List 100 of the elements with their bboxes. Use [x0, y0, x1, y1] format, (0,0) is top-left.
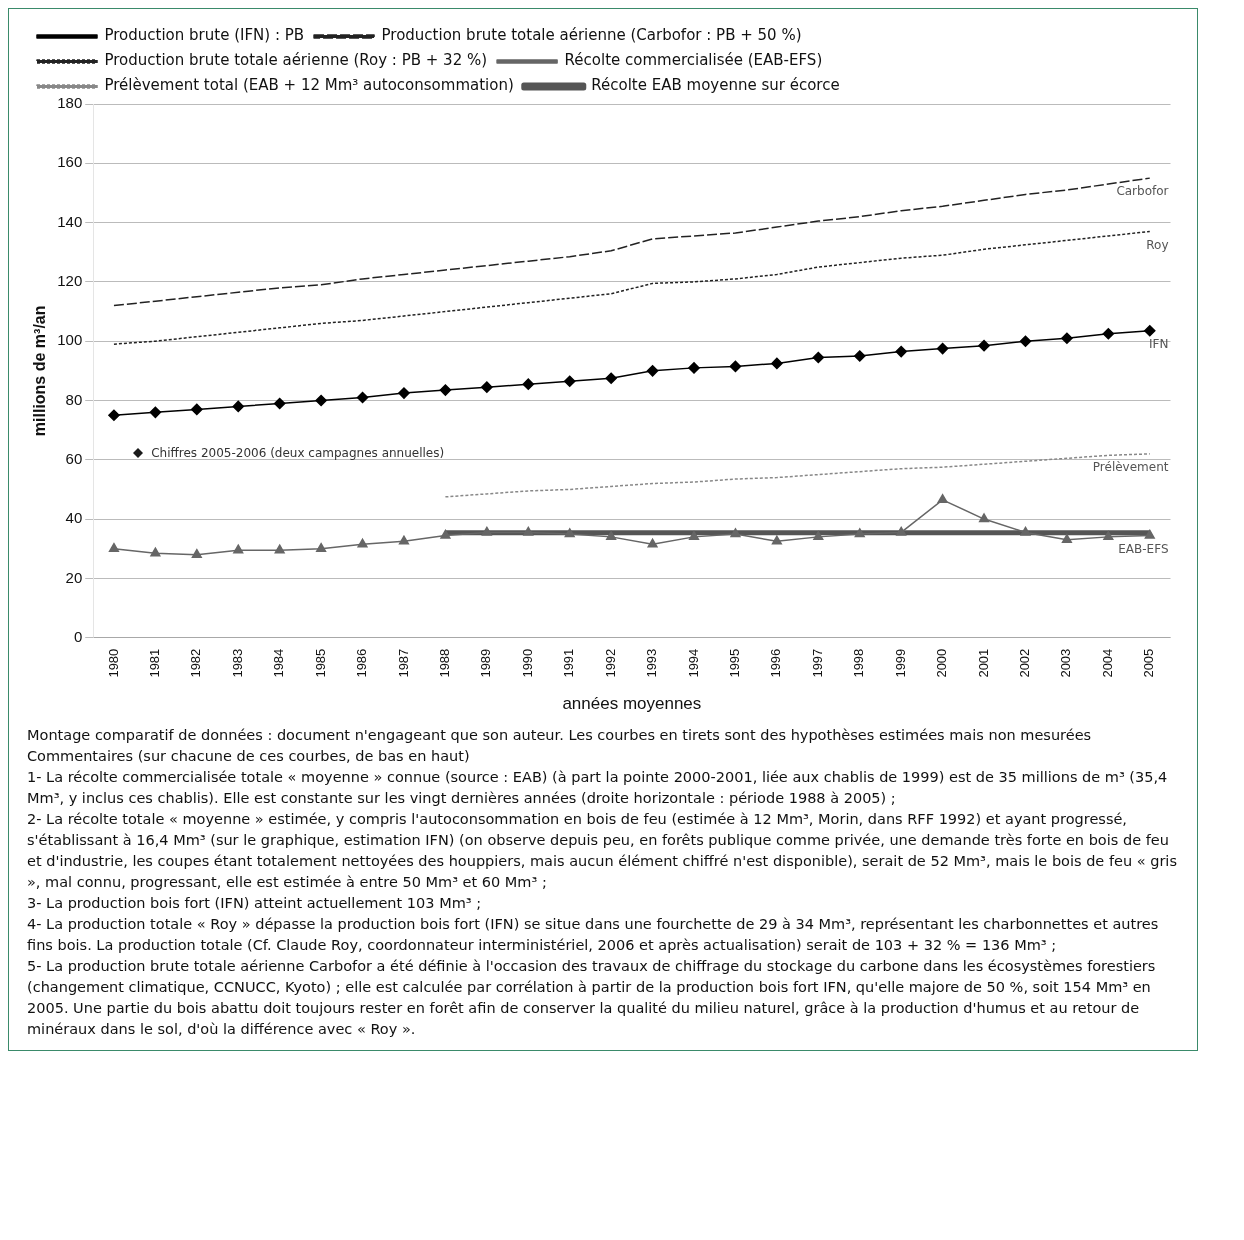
point — [606, 531, 617, 541]
point — [936, 342, 949, 355]
x-tick-label: 1980 — [105, 648, 121, 678]
point — [896, 526, 907, 536]
point — [481, 381, 493, 393]
point — [688, 531, 700, 541]
y-tick-label: 80 — [65, 390, 83, 408]
y-tick-label: 0 — [73, 627, 83, 645]
point — [647, 538, 658, 548]
x-tick-label: 1994 — [685, 648, 701, 678]
x-tick-label: 2004 — [1099, 648, 1115, 678]
point — [564, 528, 575, 538]
legend-label: Production brute totale aérienne (Roy : PB + 32 %) — [104, 51, 488, 70]
legend-label: Récolte commercialisée (EAB-EFS) — [564, 51, 823, 70]
legend-label: Récolte EAB moyenne sur écorce — [591, 76, 840, 95]
annotation: Prélèvement — [1092, 459, 1169, 474]
point — [191, 403, 203, 416]
x-tick-label: 1981 — [146, 648, 162, 678]
point — [813, 531, 824, 541]
x-tick-label: 2001 — [975, 648, 991, 678]
point — [730, 528, 741, 538]
x-tick-label: 1985 — [312, 648, 328, 678]
annotation: Carbofor — [1116, 184, 1169, 199]
point — [316, 542, 327, 552]
point — [812, 351, 825, 364]
x-tick-label: 1998 — [851, 648, 867, 678]
x-tick-label: 2002 — [1017, 648, 1033, 678]
point — [854, 350, 866, 362]
point — [481, 526, 492, 536]
x-tick-label: 2005 — [1141, 648, 1157, 678]
legend-label: Production brute (IFN) : PB — [104, 26, 305, 45]
point — [1102, 328, 1115, 340]
x-tick-label: 1993 — [644, 648, 660, 678]
point — [771, 357, 783, 370]
x-tick-label: 1996 — [768, 648, 784, 678]
point — [937, 494, 948, 504]
y-tick-label: 160 — [57, 153, 83, 171]
point — [232, 400, 244, 413]
text: Montage comparatif de données : document n'engageant que son auteur. Les courbes en tirets sont des hypothèses estimées mais non mesurées — [27, 726, 1093, 745]
point — [191, 548, 202, 558]
point — [688, 362, 700, 374]
point — [563, 375, 576, 387]
point — [315, 394, 327, 407]
y-tick-label: 120 — [57, 272, 83, 290]
annotation: IFN — [1149, 336, 1169, 351]
point — [1144, 529, 1155, 539]
x-tick-label: 1999 — [892, 648, 908, 678]
x-axis-title: années moyennes — [562, 694, 702, 714]
point — [274, 544, 285, 554]
x-tick-label: 1988 — [436, 648, 452, 678]
x-tick-label: 1982 — [188, 648, 204, 678]
text: 4- La production totale « Roy » dépasse la production bois fort (IFN) se situe dans une fourchette de 29 à 34 Mm³, représentant les charbonnettes et autres fins bois. La production totale (Cf. Claude Roy, coordonnateur interministériel, 2006 et après actualisation) serait de 103 + 32 % = 136 Mm³ ; — [27, 915, 1160, 956]
text: Commentaires (sur chacune de ces courbes, de bas en haut) — [27, 747, 471, 766]
y-tick-label: 40 — [65, 509, 83, 527]
point — [1019, 335, 1032, 347]
x-tick-label: 2003 — [1058, 648, 1074, 678]
x-tick-label: 1992 — [602, 648, 618, 678]
annotation: EAB-EFS — [1118, 541, 1169, 556]
y-tick-label: 180 — [57, 94, 83, 112]
point — [895, 345, 907, 358]
annotation: Chiffres 2005-2006 (deux campagnes annuelles) — [151, 445, 445, 460]
text: 5- La production brute totale aérienne Carbofor a été définie à l'occasion des travaux de chiffrage du stockage du carbone dans les écosystèmes forestiers (changement climatique, CCNUCC, Kyoto) ; elle est calculée par corrélation à partir de la production bois fort IFN, qu'elle majore de 50 %, soit 154 Mm³ en 2005. Une partie du bois abattu doit toujours rester en forêt afin de conserver la qualité du milieu naturel, grâce à la production d'humus et au retour de minéraux dans le sol, d'où la différence avec « Roy ». — [27, 957, 1157, 1040]
point — [440, 529, 451, 539]
x-tick-label: 2000 — [934, 648, 950, 678]
y-axis-title: millions de m³/an — [31, 305, 49, 437]
point — [357, 538, 368, 548]
point — [398, 535, 410, 545]
legend-label: Prélèvement total (EAB + 12 Mm³ autoconsommation) — [104, 76, 514, 95]
text: 1- La récolte commercialisée totale « moyenne » connue (source : EAB) (à part la pointe 2000-2001, liée aux chablis de 1999) est de 35 millions de m³ (35,4 Mm³, y inclus ces chablis). Elle est constante sur les vingt dernières années (droite horizontale : période 1988 à 2005) ; — [27, 768, 1169, 809]
y-tick-label: 140 — [57, 212, 83, 230]
point — [771, 535, 782, 545]
point — [150, 547, 161, 557]
x-tick-label: 1986 — [354, 648, 370, 678]
point — [356, 391, 369, 404]
point — [439, 384, 452, 396]
point — [233, 544, 244, 554]
point — [1103, 531, 1114, 541]
point — [978, 339, 990, 352]
x-tick-label: 1995 — [727, 648, 743, 678]
legend-label: Production brute totale aérienne (Carbofor : PB + 50 %) — [381, 26, 802, 45]
text: 2- La récolte totale « moyenne » estimée, y compris l'autoconsommation en bois de feu (estimée à 12 Mm³, Morin, dans RFF 1992) et ayant progressé, s'établissant à 16,4 Mm³ (sur le graphique, estimation IFN) (on observe depuis peu, en forêts publique comme privée, une demande très forte en bois de feu et d'industrie, les coupes étant totalement nettoyées des houppiers, mais aucun élément chiffré n'est disponible), serait de 52 Mm³, mais le bois de feu « gris », mal connu, progressant, elle est estimée à entre 50 Mm³ et 60 Mm³ ; — [27, 810, 1178, 893]
point — [646, 365, 659, 377]
point — [729, 360, 742, 373]
x-tick-label: 1997 — [809, 648, 825, 678]
y-tick-label: 20 — [65, 568, 83, 586]
x-tick-label: 1983 — [229, 648, 245, 678]
x-tick-label: 1987 — [395, 648, 411, 678]
point — [1061, 332, 1073, 344]
point — [605, 372, 617, 384]
x-tick-label: 1989 — [478, 648, 494, 678]
point — [1061, 534, 1072, 544]
point — [108, 542, 120, 552]
y-tick-label: 60 — [65, 449, 83, 467]
point — [273, 397, 286, 410]
annotation: Roy — [1146, 237, 1169, 252]
point — [523, 526, 534, 536]
text: 3- La production bois fort (IFN) atteint actuellement 103 Mm³ ; — [27, 894, 483, 914]
point — [398, 387, 410, 399]
point — [108, 409, 120, 422]
point — [522, 378, 535, 390]
